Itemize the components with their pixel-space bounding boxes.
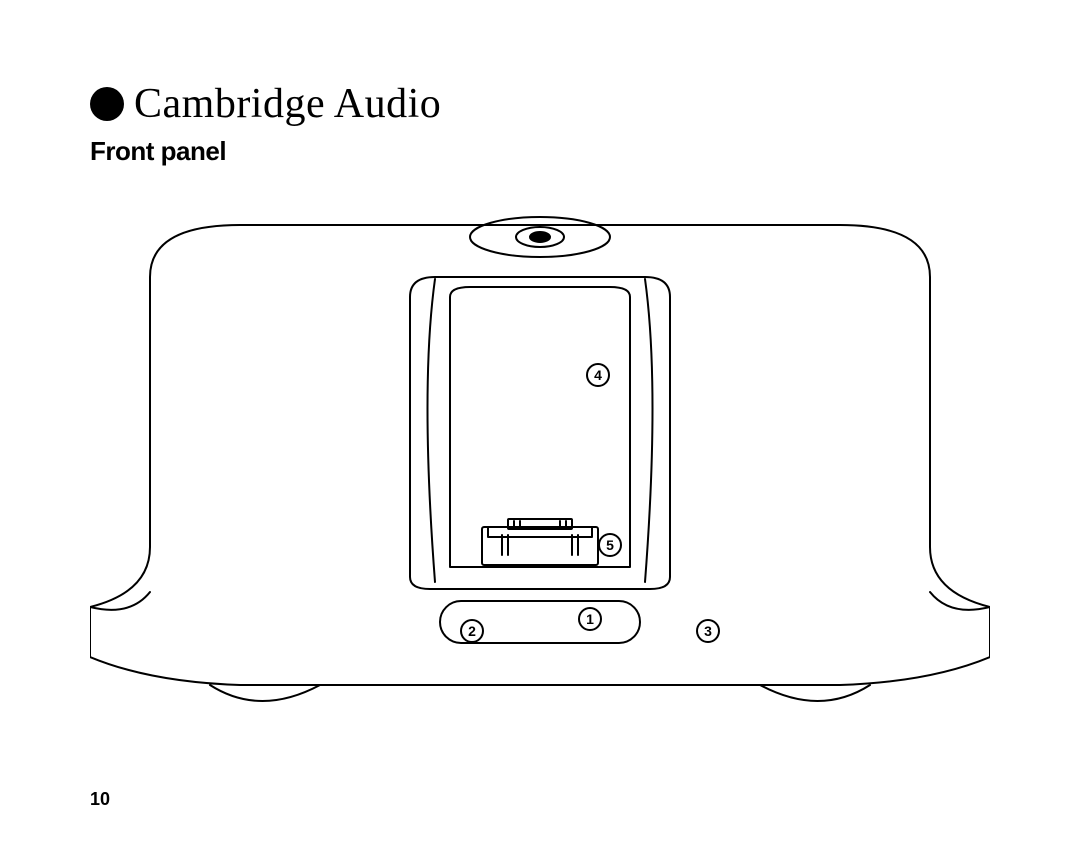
callout-number-5: 5 (606, 537, 614, 553)
callout-number-2: 2 (468, 623, 476, 639)
brand-logo-text: Cambridge Audio (134, 80, 441, 128)
page-number: 10 (90, 789, 110, 810)
brand-logo-mark (90, 87, 124, 121)
callout-number-3: 3 (704, 623, 712, 639)
section-title: Front panel (90, 136, 990, 167)
callout-number-4: 4 (594, 367, 602, 383)
callout-number-1: 1 (586, 611, 594, 627)
front-panel-diagram: 1 2 3 4 5 (90, 187, 990, 727)
brand-logo: Cambridge Audio (90, 80, 990, 128)
device-line-drawing: 1 2 3 4 5 (90, 187, 990, 727)
